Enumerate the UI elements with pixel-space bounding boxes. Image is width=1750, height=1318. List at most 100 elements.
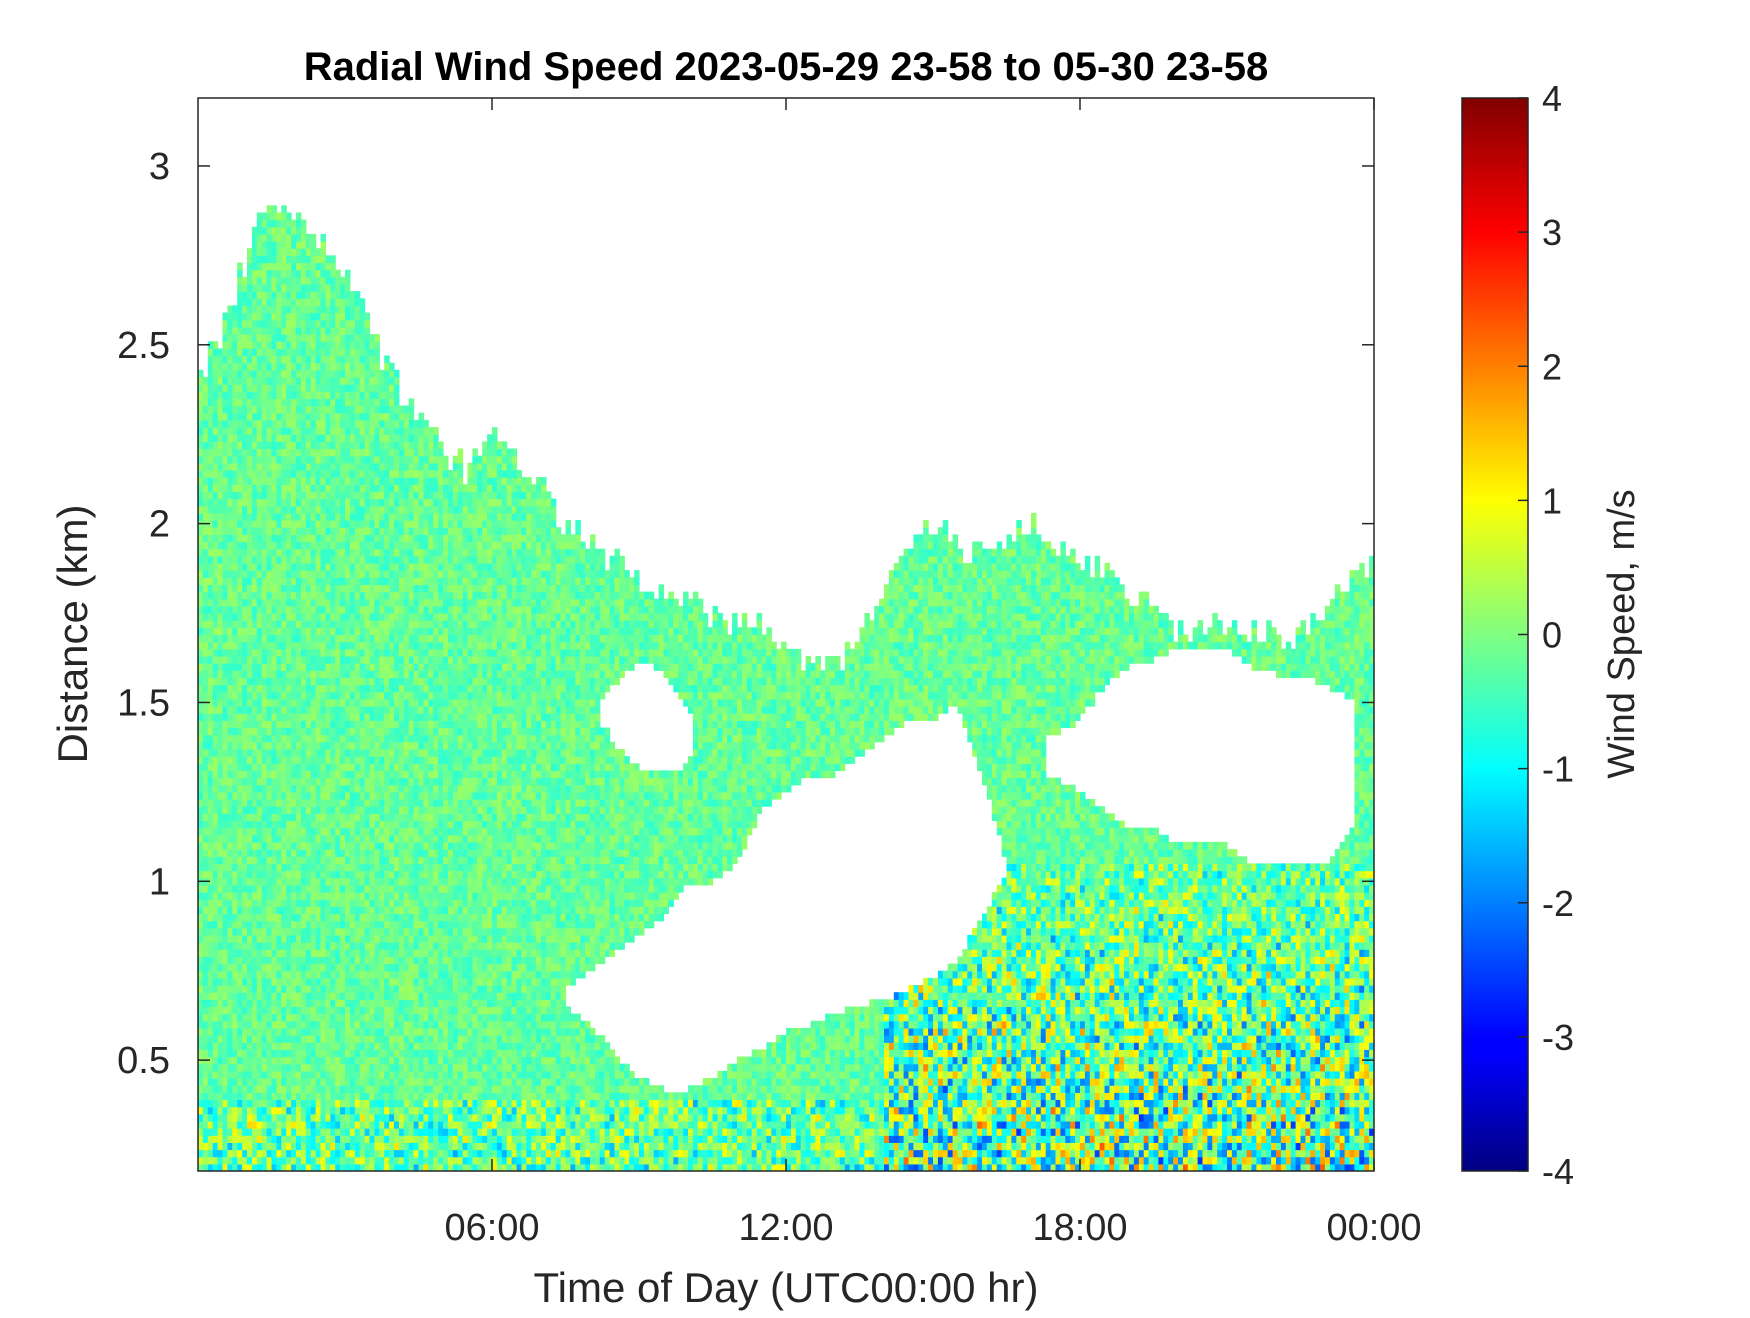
heatmap-cell [207, 999, 214, 1008]
heatmap-cell [305, 1056, 312, 1065]
heatmap-cell [281, 634, 287, 643]
heatmap-cell [349, 634, 356, 643]
heatmap-cell [330, 1035, 336, 1043]
heatmap-cell [349, 977, 356, 986]
heatmap-cell [247, 620, 253, 628]
heatmap-cell [359, 1035, 366, 1043]
heatmap-cell [369, 1006, 375, 1015]
heatmap-cell [251, 470, 258, 478]
heatmap-cell [202, 605, 209, 614]
heatmap-cell [247, 598, 253, 607]
heatmap-cell [305, 641, 312, 650]
heatmap-cell [310, 834, 317, 843]
heatmap-cell [232, 691, 238, 700]
heatmap-cell [369, 405, 375, 414]
heatmap-cell [354, 806, 361, 814]
heatmap-cell [281, 334, 287, 342]
heatmap-cell [266, 1128, 273, 1136]
heatmap-cell [335, 698, 341, 707]
heatmap-cell [300, 970, 307, 979]
heatmap-cell [384, 1149, 390, 1158]
heatmap-cell [305, 241, 312, 249]
heatmap-cell [335, 1042, 341, 1050]
heatmap-cell [237, 541, 243, 550]
heatmap-cell [212, 641, 219, 650]
heatmap-cell [345, 462, 351, 471]
heatmap-cell [198, 706, 204, 714]
heatmap-cell [369, 1163, 375, 1171]
heatmap-cell [242, 985, 248, 993]
heatmap-cell [212, 670, 219, 679]
heatmap-cell [325, 934, 331, 943]
heatmap-cell [222, 1092, 228, 1101]
heatmap-cell [202, 770, 209, 779]
heatmap-cell [271, 1156, 277, 1165]
heatmap-cell [256, 326, 263, 335]
heatmap-cell [320, 291, 326, 299]
heatmap-cell [281, 985, 287, 993]
heatmap-cell [325, 927, 331, 936]
heatmap-cell [291, 262, 297, 271]
heatmap-cell [345, 942, 351, 950]
heatmap-cell [384, 1092, 390, 1101]
heatmap-cell [247, 1163, 253, 1171]
heatmap-cell [320, 763, 326, 772]
heatmap-cell [247, 992, 253, 1000]
heatmap-cell [310, 677, 317, 686]
heatmap-cell [305, 713, 312, 721]
heatmap-cell [237, 1013, 243, 1022]
heatmap-cell [276, 448, 282, 457]
heatmap-cell [320, 362, 326, 371]
heatmap-cell [212, 663, 219, 671]
heatmap-cell [207, 791, 214, 800]
heatmap-cell [310, 391, 317, 400]
heatmap-cell [291, 1106, 297, 1115]
heatmap-cell [266, 598, 273, 607]
heatmap-cell [330, 970, 336, 979]
heatmap-cell [202, 419, 209, 428]
heatmap-cell [369, 670, 375, 679]
heatmap-cell [340, 648, 346, 657]
heatmap-cell [300, 1156, 307, 1165]
heatmap-cell [325, 656, 331, 664]
heatmap-cell [320, 405, 326, 414]
heatmap-cell [384, 398, 390, 407]
heatmap-cell [232, 892, 238, 900]
heatmap-cell [315, 527, 322, 535]
heatmap-cell [237, 777, 243, 786]
heatmap-cell [364, 899, 371, 907]
heatmap-cell [325, 448, 331, 457]
heatmap-cell [335, 684, 341, 693]
heatmap-cell [207, 1063, 214, 1072]
heatmap-cell [271, 219, 277, 228]
heatmap-cell [242, 534, 248, 543]
heatmap-cell [296, 269, 302, 278]
heatmap-cell [359, 1006, 366, 1015]
heatmap-cell [217, 820, 224, 829]
heatmap-cell [335, 427, 341, 435]
heatmap-cell [212, 720, 219, 729]
heatmap-cell [266, 577, 273, 586]
heatmap-cell [256, 1063, 263, 1072]
heatmap-cell [212, 477, 219, 485]
heatmap-cell [276, 1120, 282, 1129]
heatmap-cell [261, 577, 268, 586]
heatmap-cell [232, 834, 238, 843]
heatmap-cell [202, 634, 209, 643]
heatmap-cell [369, 334, 375, 342]
heatmap-cell [276, 706, 282, 714]
heatmap-cell [202, 992, 209, 1000]
heatmap-cell [364, 777, 371, 786]
heatmap-cell [340, 806, 346, 814]
heatmap-cell [359, 1049, 366, 1058]
heatmap-cell [222, 448, 228, 457]
heatmap-cell [335, 1135, 341, 1143]
heatmap-cell [374, 591, 380, 600]
heatmap-cell [345, 1135, 351, 1143]
heatmap-cell [374, 877, 380, 886]
heatmap-cell [237, 1149, 243, 1158]
heatmap-cell [286, 1156, 292, 1165]
heatmap-cell [349, 613, 356, 621]
heatmap-cell [212, 369, 219, 378]
heatmap-cell [232, 734, 238, 743]
